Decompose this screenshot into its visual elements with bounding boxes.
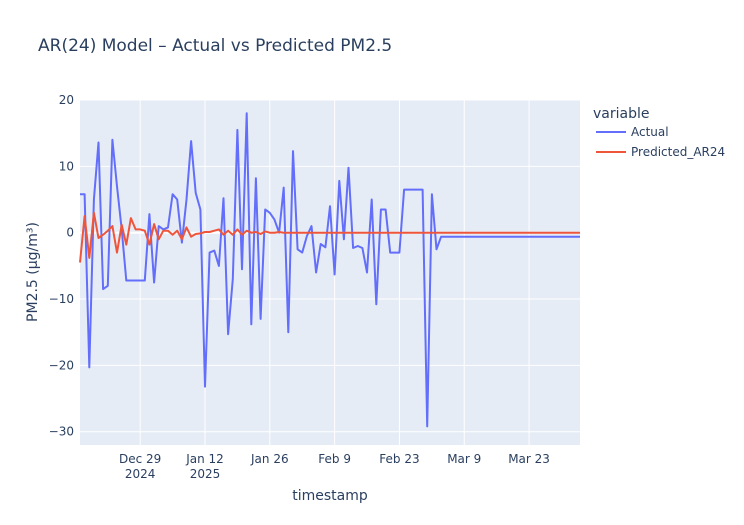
legend-item-label[interactable]: Predicted_AR24: [631, 145, 725, 159]
y-tick-label: 0: [66, 226, 74, 240]
series-lines: [79, 112, 580, 428]
legend-title: variable: [593, 106, 649, 122]
x-axis-title: timestamp: [292, 488, 368, 504]
plot-area: [80, 100, 580, 445]
x-tick-label: Feb 23: [379, 452, 419, 466]
y-tick-label: 20: [59, 93, 74, 107]
x-tick-sublabel: 2025: [190, 467, 221, 481]
chart-title: AR(24) Model – Actual vs Predicted PM2.5: [38, 36, 392, 56]
series-line-actual: [80, 112, 580, 428]
series-line-predicted-ar24: [79, 211, 580, 263]
y-tick-label: 10: [59, 159, 74, 173]
x-tick-label: Mar 23: [508, 452, 550, 466]
legend[interactable]: variable Actual Predicted_AR24: [593, 106, 725, 159]
x-tick-label: Dec 29: [119, 452, 161, 466]
x-tick-sublabel: 2024: [125, 467, 156, 481]
x-tick-label: Jan 12: [185, 452, 224, 466]
legend-item-label[interactable]: Actual: [631, 125, 669, 139]
y-tick-label: −10: [49, 292, 74, 306]
y-tick-label: −20: [49, 358, 74, 372]
y-axis-ticks: 20 10 0 −10 −20 −30: [49, 93, 74, 439]
x-tick-label: Mar 9: [447, 452, 481, 466]
x-tick-label: Feb 9: [318, 452, 351, 466]
y-tick-label: −30: [49, 425, 74, 439]
x-tick-label: Jan 26: [250, 452, 289, 466]
y-axis-title: PM2.5 (μg/m³): [25, 222, 41, 322]
